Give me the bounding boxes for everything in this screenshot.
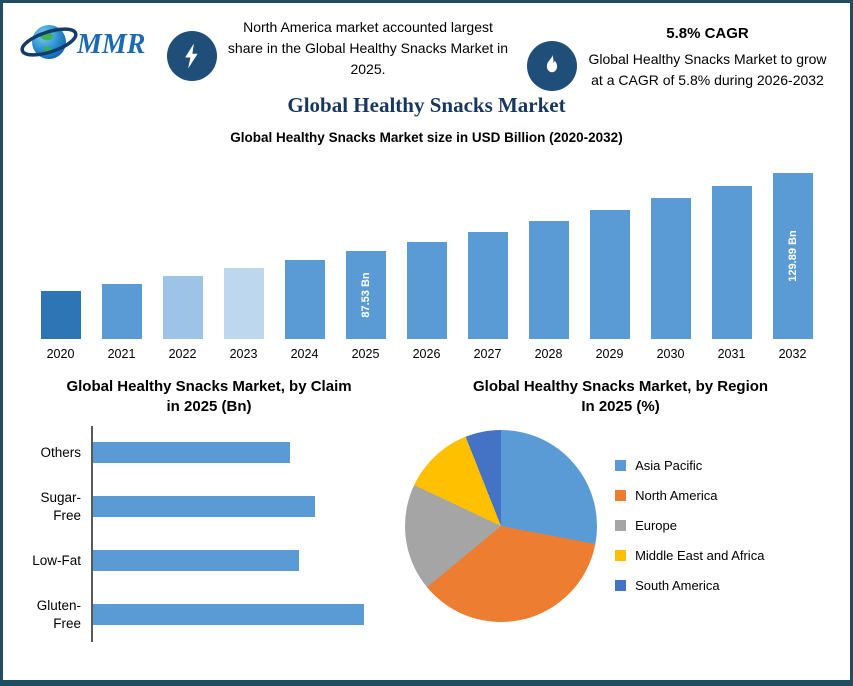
flame-icon — [546, 54, 558, 73]
y-tick-label: Gluten-Free — [36, 597, 81, 631]
flame-badge — [527, 41, 577, 91]
lightning-icon — [185, 43, 198, 69]
bar-Sugar-Free — [93, 496, 316, 517]
x-tick-2026: 2026 — [412, 347, 441, 361]
x-tick-2029: 2029 — [595, 347, 624, 361]
legend-item-4: South America — [615, 578, 764, 593]
legend-swatch — [615, 520, 627, 531]
legend-label: South America — [635, 578, 720, 593]
bar-column-2023: 2023 — [223, 268, 264, 361]
bar-2026 — [406, 242, 447, 339]
cagr-title: 5.8% CAGR — [666, 25, 749, 42]
bar-2021 — [101, 284, 142, 339]
legend-label: Middle East and Africa — [635, 548, 765, 563]
bar-2027 — [467, 232, 508, 339]
x-tick-2022: 2022 — [168, 347, 197, 361]
bar-column-2027: 2027 — [467, 232, 508, 361]
legend-swatch — [615, 460, 627, 471]
claim-bar-chart: Global Healthy Snacks Market, by Claim i… — [3, 377, 401, 642]
bar-2020 — [40, 291, 81, 339]
legend-item-1: North America — [615, 488, 764, 503]
bar-2023 — [223, 268, 264, 339]
hbar-row-3: Gluten-Free — [17, 587, 389, 642]
x-tick-2030: 2030 — [656, 347, 685, 361]
legend-label: Asia Pacific — [635, 458, 703, 473]
bar-column-2026: 2026 — [406, 242, 447, 361]
bar-2029 — [589, 210, 630, 339]
y-tick-label: Sugar-Free — [40, 489, 81, 523]
bar-column-2030: 2030 — [650, 198, 691, 361]
bar-track — [91, 587, 389, 642]
bar-Others — [93, 442, 291, 463]
bar-column-2029: 2029 — [589, 210, 630, 361]
callout-text: North America market accounted largest s… — [227, 19, 509, 77]
bar-2032: 129.89 Bn — [772, 173, 813, 339]
bar-2025: 87.53 Bn — [345, 251, 386, 339]
x-tick-2032: 2032 — [778, 347, 807, 361]
pie-chart-title: Global Healthy Snacks Market, by Region … — [472, 378, 769, 416]
x-tick-2028: 2028 — [534, 347, 563, 361]
bar-chart-title: Global Healthy Snacks Market size in USD… — [230, 130, 623, 145]
cagr-text: Global Healthy Snacks Market to grow at … — [588, 51, 827, 88]
legend-swatch — [615, 580, 627, 591]
x-tick-2024: 2024 — [290, 347, 319, 361]
bar-track — [91, 425, 389, 480]
bar-track — [91, 479, 389, 534]
bar-Low-Fat — [93, 550, 299, 571]
cagr-block: 5.8% CAGR Global Healthy Snacks Market t… — [577, 13, 838, 91]
bar-column-2022: 2022 — [162, 276, 203, 361]
market-size-bar-chart: Global Healthy Snacks Market size in USD… — [3, 130, 850, 361]
logo-text: MMR — [76, 29, 145, 60]
bar-column-2020: 2020 — [40, 291, 81, 361]
legend-label: North America — [635, 488, 718, 503]
hbar-row-2: Low-Fat — [17, 533, 389, 588]
x-tick-2021: 2021 — [107, 347, 136, 361]
mmr-logo: MMR — [17, 13, 167, 76]
hbar-rows: Others Sugar-Free Low-Fat Gluten-Free — [17, 425, 401, 642]
legend-label: Europe — [635, 518, 677, 533]
bar-column-2031: 2031 — [711, 186, 752, 361]
bar-Gluten-Free — [93, 604, 365, 625]
legend-swatch — [615, 490, 627, 501]
bar-2028 — [528, 221, 569, 339]
claim-chart-title: Global Healthy Snacks Market, by Claim i… — [66, 378, 352, 416]
pie-chart — [405, 429, 598, 622]
x-tick-2023: 2023 — [229, 347, 258, 361]
legend-swatch — [615, 550, 627, 561]
bar-column-2021: 2021 — [101, 284, 142, 361]
bar-2031 — [711, 186, 752, 339]
region-pie-chart-section: Global Healthy Snacks Market, by Region … — [401, 377, 850, 642]
legend-item-0: Asia Pacific — [615, 458, 764, 473]
bar-column-2025: 87.53 Bn 2025 — [345, 251, 386, 361]
header: MMR North America market accounted large… — [3, 3, 850, 91]
y-tick-label: Others — [40, 444, 81, 460]
pie-wrap: Asia Pacific North America Europe Middle Ea… — [405, 429, 836, 622]
y-tick-label: Low-Fat — [32, 552, 81, 568]
hbar-row-1: Sugar-Free — [17, 479, 389, 534]
bar-2030 — [650, 198, 691, 339]
bar-column-2024: 2024 — [284, 260, 325, 361]
vbar-bars: 2020 2021 2022 2023 2024 87.53 Bn 2025 2026 2027… — [3, 155, 850, 361]
bar-2024 — [284, 260, 325, 339]
x-tick-2031: 2031 — [717, 347, 746, 361]
legend-item-2: Europe — [615, 518, 764, 533]
bar-column-2032: 129.89 Bn 2032 — [772, 173, 813, 361]
legend-item-3: Middle East and Africa — [615, 548, 764, 563]
bottom-charts: Global Healthy Snacks Market, by Claim i… — [3, 377, 850, 642]
bar-track — [91, 533, 389, 588]
bar-2022 — [162, 276, 203, 339]
x-tick-2025: 2025 — [351, 347, 380, 361]
bar-value-label: 87.53 Bn — [359, 272, 372, 318]
page-title: Global Healthy Snacks Market — [287, 93, 566, 117]
bar-column-2028: 2028 — [528, 221, 569, 361]
globe-logo-icon: MMR — [20, 25, 145, 60]
x-tick-2020: 2020 — [46, 347, 75, 361]
bar-value-label: 129.89 Bn — [786, 230, 799, 282]
lightning-badge — [167, 31, 217, 81]
x-tick-2027: 2027 — [473, 347, 502, 361]
hbar-row-0: Others — [17, 425, 389, 480]
legend: Asia Pacific North America Europe Middle Ea… — [615, 458, 764, 593]
